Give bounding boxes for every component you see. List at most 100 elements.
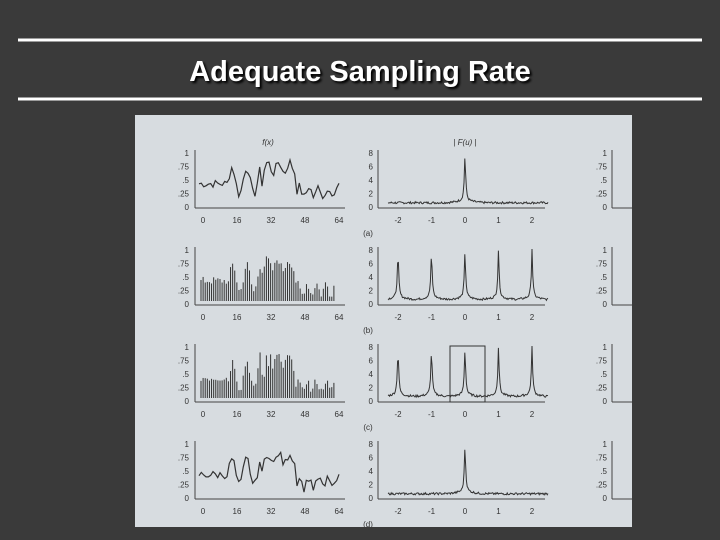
y-tick-label: 6 — [369, 260, 374, 269]
y-tick-label: .75 — [178, 454, 190, 463]
x-tick-label: 0 — [201, 216, 206, 225]
y-tick-label: 8 — [369, 343, 374, 352]
x-tick-label: -2 — [394, 313, 402, 322]
x-tick-label: -2 — [394, 410, 402, 419]
x-tick-label: -1 — [428, 410, 436, 419]
y-tick-label: 0 — [603, 300, 608, 309]
y-tick-label: .75 — [596, 357, 608, 366]
y-tick-label: 1 — [603, 246, 608, 255]
x-tick-label: -1 — [428, 216, 436, 225]
y-tick-label: 2 — [369, 190, 374, 199]
panel-label: (d) — [363, 520, 373, 529]
y-tick-label: .5 — [600, 273, 607, 282]
y-tick-label: .75 — [596, 260, 608, 269]
x-tick-label: 0 — [463, 216, 468, 225]
y-tick-label: .75 — [596, 454, 608, 463]
x-tick-label: 0 — [463, 313, 468, 322]
x-tick-label: 2 — [530, 216, 535, 225]
right-title: | F(u) | — [453, 138, 476, 147]
y-tick-label: 1 — [185, 246, 190, 255]
y-tick-label: .5 — [600, 370, 607, 379]
x-tick-label: 64 — [335, 507, 344, 516]
signal-curve — [198, 450, 340, 493]
x-tick-label: 16 — [233, 313, 242, 322]
x-tick-label: 2 — [530, 313, 535, 322]
window-box — [449, 345, 486, 403]
spectrum-curve — [387, 449, 549, 496]
y-tick-label: 0 — [369, 494, 374, 503]
y-tick-label: 4 — [369, 176, 374, 185]
x-tick-label: 32 — [267, 313, 276, 322]
x-tick-label: 0 — [463, 507, 468, 516]
y-tick-label: 8 — [369, 246, 374, 255]
x-tick-label: -2 — [394, 507, 402, 516]
x-tick-label: 64 — [335, 410, 344, 419]
x-tick-label: 48 — [301, 410, 310, 419]
y-tick-label: .5 — [600, 467, 607, 476]
y-tick-label: 1 — [185, 149, 190, 158]
x-tick-label: 0 — [201, 313, 206, 322]
x-tick-label: 16 — [233, 507, 242, 516]
x-tick-label: 1 — [496, 410, 501, 419]
y-tick-label: .25 — [178, 384, 190, 393]
y-tick-label: 1 — [185, 343, 190, 352]
y-tick-label: 8 — [369, 440, 374, 449]
y-tick-label: 2 — [369, 384, 374, 393]
x-tick-label: 48 — [301, 507, 310, 516]
y-tick-label: 0 — [185, 300, 190, 309]
panel-label: (b) — [363, 326, 373, 335]
y-tick-label: 0 — [369, 203, 374, 212]
x-tick-label: 16 — [233, 410, 242, 419]
spectrum-curve — [387, 158, 549, 205]
y-tick-label: 0 — [185, 397, 190, 406]
x-tick-label: 2 — [530, 410, 535, 419]
spectrum-curve — [387, 248, 549, 302]
y-tick-label: .25 — [596, 481, 608, 490]
signal-curve — [198, 157, 340, 200]
y-tick-label: 0 — [369, 397, 374, 406]
y-tick-label: .5 — [182, 370, 189, 379]
y-tick-label: 1 — [185, 440, 190, 449]
y-tick-label: 4 — [369, 467, 374, 476]
y-tick-label: .5 — [182, 176, 189, 185]
slide-title: Adequate Sampling Rate — [189, 56, 531, 88]
y-tick-label: .5 — [600, 176, 607, 185]
x-tick-label: 1 — [496, 216, 501, 225]
x-tick-label: 48 — [301, 216, 310, 225]
y-tick-label: 0 — [185, 203, 190, 212]
y-tick-label: .75 — [596, 163, 608, 172]
y-tick-label: .75 — [178, 260, 190, 269]
x-tick-label: 0 — [201, 410, 206, 419]
x-tick-label: -1 — [428, 313, 436, 322]
panel-label: (c) — [363, 423, 373, 432]
x-tick-label: 32 — [267, 216, 276, 225]
y-tick-label: 4 — [369, 370, 374, 379]
y-tick-label: 1 — [603, 149, 608, 158]
y-tick-label: 0 — [603, 494, 608, 503]
x-tick-label: 48 — [301, 313, 310, 322]
y-tick-label: 6 — [369, 163, 374, 172]
y-tick-label: .25 — [178, 287, 190, 296]
x-tick-label: 1 — [496, 313, 501, 322]
y-tick-label: 6 — [369, 357, 374, 366]
x-tick-label: 64 — [335, 313, 344, 322]
y-tick-label: 2 — [369, 481, 374, 490]
x-tick-label: -2 — [394, 216, 402, 225]
x-tick-label: -1 — [428, 507, 436, 516]
x-tick-label: 64 — [335, 216, 344, 225]
y-tick-label: .5 — [182, 273, 189, 282]
x-tick-label: 2 — [530, 507, 535, 516]
y-tick-label: 1 — [603, 343, 608, 352]
panel-label: (a) — [363, 229, 373, 238]
y-tick-label: 0 — [185, 494, 190, 503]
x-tick-label: 1 — [496, 507, 501, 516]
x-tick-label: 32 — [267, 410, 276, 419]
y-tick-label: 8 — [369, 149, 374, 158]
y-tick-label: 0 — [603, 203, 608, 212]
y-tick-label: .75 — [178, 357, 190, 366]
y-tick-label: .25 — [178, 481, 190, 490]
y-tick-label: 0 — [603, 397, 608, 406]
spectrum-curve — [387, 345, 549, 399]
